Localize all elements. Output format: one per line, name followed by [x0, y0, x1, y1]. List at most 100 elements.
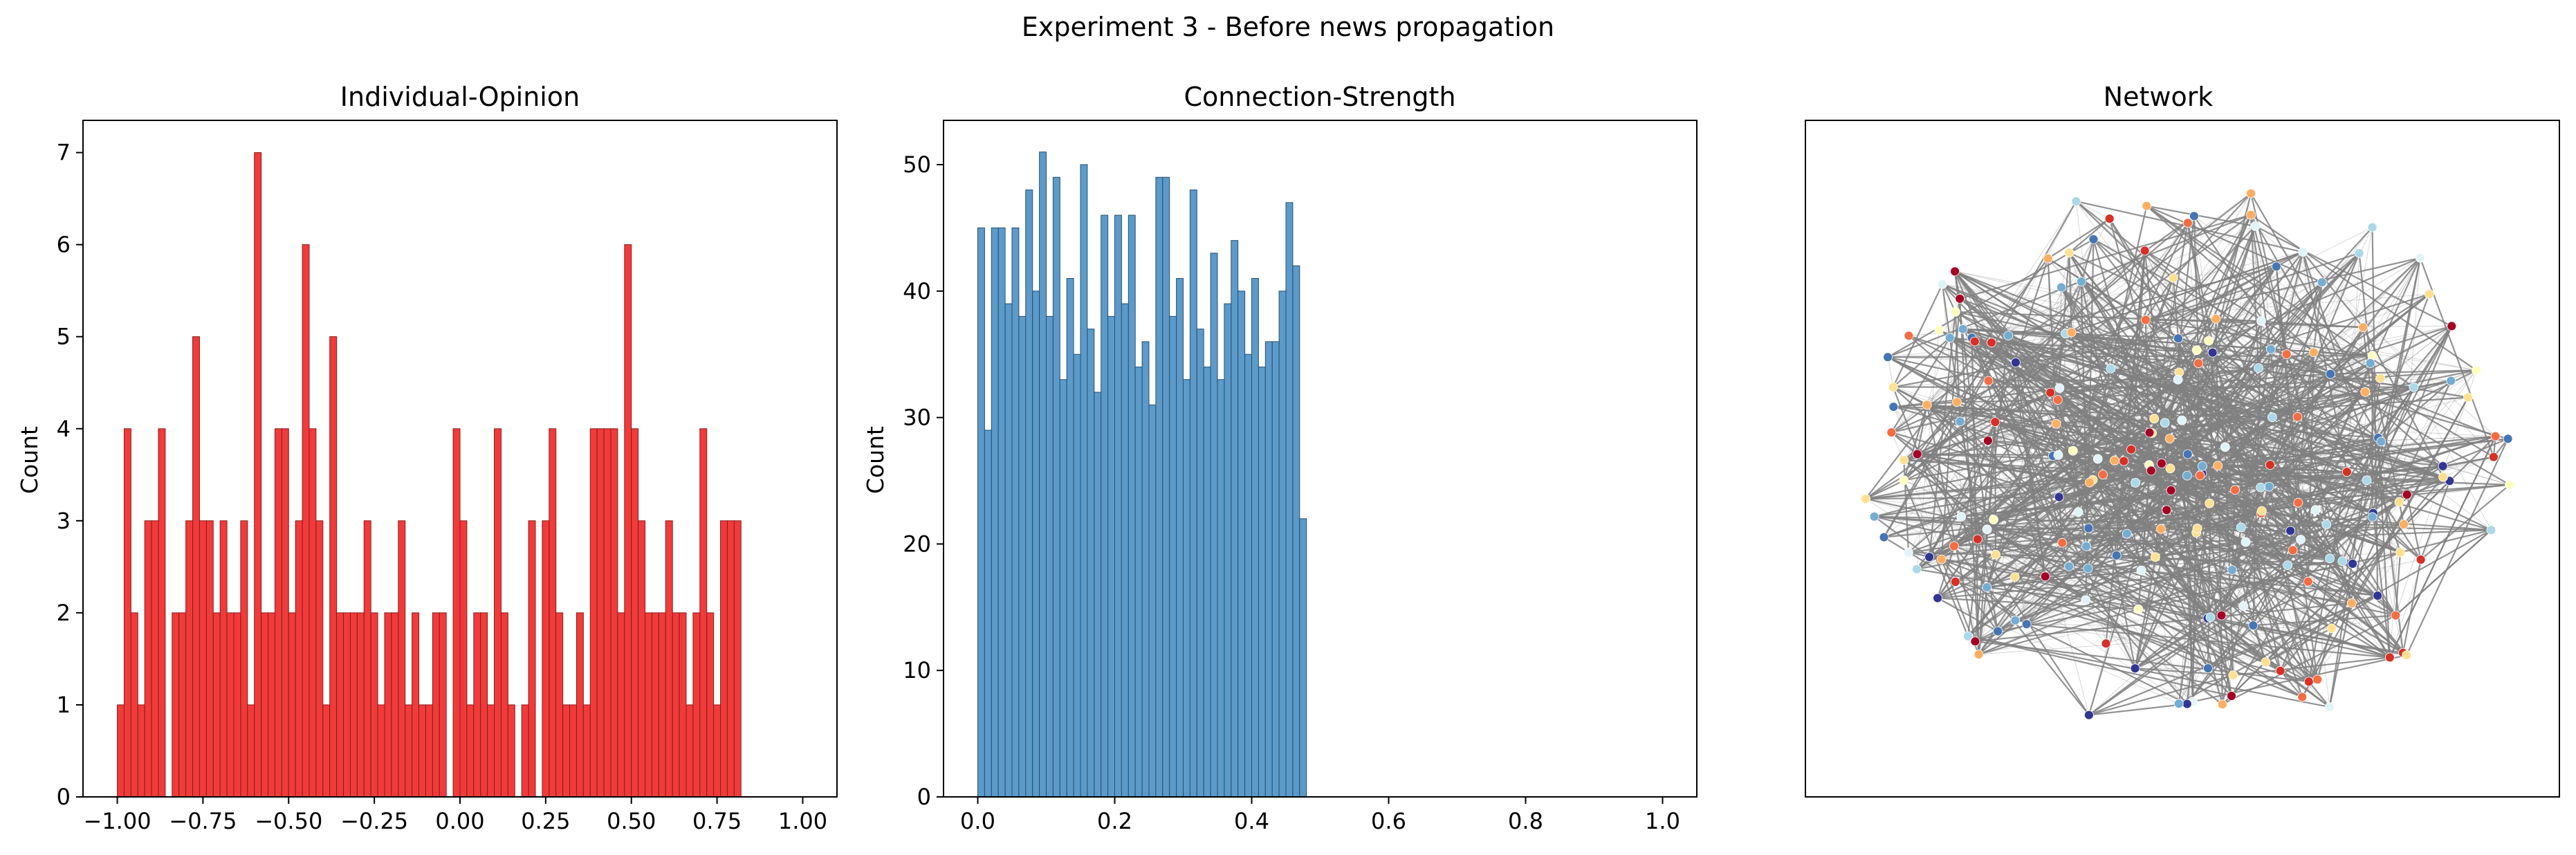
y-axis-label-opinion: Count — [16, 426, 43, 494]
network-node — [2358, 322, 2368, 333]
histogram-bar — [1141, 341, 1150, 798]
histogram-bar — [542, 520, 550, 798]
network-edge — [2058, 497, 2063, 543]
histogram-bar — [665, 520, 673, 798]
x-tick-label: 1.0 — [1645, 808, 1680, 834]
histogram-bar — [137, 704, 145, 798]
network-node — [2486, 525, 2496, 535]
network-edge — [2308, 477, 2444, 682]
network-node — [2463, 392, 2473, 403]
network-node — [2248, 620, 2258, 630]
network-edge — [2014, 437, 2379, 578]
y-tick-label: 30 — [903, 405, 931, 431]
histogram-bar — [1148, 404, 1157, 798]
network-edge — [2172, 192, 2252, 279]
network-edge — [1903, 459, 2223, 706]
histogram-bar — [500, 612, 508, 798]
network-edge — [1974, 335, 2009, 642]
network-node — [1911, 564, 1922, 574]
figure-title: Experiment 3 - Before news propagation — [1022, 12, 1554, 42]
network-edge — [2252, 369, 2477, 626]
network-edge — [1941, 558, 2027, 625]
network-node — [2399, 520, 2409, 529]
histogram-bar — [991, 227, 999, 798]
network-edge — [2057, 349, 2197, 401]
network-edge — [2145, 320, 2381, 379]
histogram-bar — [610, 428, 618, 798]
network-node — [2409, 382, 2419, 392]
network-edge — [2123, 250, 2146, 461]
histogram-bar — [692, 612, 701, 798]
y-tick-label: 0 — [917, 784, 931, 810]
network-edge — [1960, 515, 2281, 672]
network-node — [1938, 279, 1947, 289]
histogram-bar — [1155, 176, 1163, 798]
histogram-bar — [651, 612, 659, 798]
network-edge — [1884, 387, 2060, 537]
network-node — [2292, 412, 2303, 422]
network-edge — [2406, 494, 2422, 560]
y-tick-label: 4 — [57, 416, 71, 442]
network-node — [2071, 196, 2081, 206]
y-tick-label: 0 — [57, 784, 71, 810]
network-node — [1991, 549, 2000, 560]
network-edge — [2108, 218, 2331, 559]
network-edge — [2308, 472, 2348, 682]
network-edge — [1955, 311, 2199, 365]
histogram-bar — [261, 612, 269, 798]
histogram-bar — [1264, 341, 1273, 798]
network-edge — [2007, 335, 2046, 577]
network-node — [2173, 699, 2184, 709]
histogram-bar — [240, 520, 248, 798]
network-edge — [1991, 342, 2136, 669]
network-edge — [2169, 226, 2256, 469]
network-edge — [2373, 512, 2422, 560]
histogram-bar — [398, 520, 406, 798]
network-edge — [1884, 479, 2093, 538]
network-edge — [1941, 475, 2188, 560]
network-node — [2140, 246, 2150, 256]
histogram-bar — [733, 520, 742, 798]
network-node — [2384, 652, 2395, 663]
histogram-bar — [480, 612, 488, 798]
network-edge — [1949, 337, 2115, 461]
network-edge — [1916, 405, 1928, 454]
network-edge — [1987, 569, 2142, 589]
network-edge — [1942, 284, 1976, 642]
network-node — [1883, 352, 1893, 362]
network-edge — [2072, 379, 2178, 451]
histogram-bar — [1169, 315, 1177, 798]
network-edge — [2373, 513, 2401, 553]
network-node — [2130, 663, 2140, 674]
network-edge — [2155, 277, 2174, 558]
network-node — [2021, 619, 2032, 629]
network-edge — [1961, 516, 2327, 525]
network-edge — [2258, 367, 2294, 551]
histogram-bar — [226, 612, 234, 798]
network-edge — [2110, 367, 2367, 481]
network-edge — [2075, 201, 2117, 555]
histogram-bar — [706, 612, 715, 798]
network-node — [2298, 247, 2308, 257]
histogram-bar — [117, 704, 125, 798]
axes-frame-network — [1805, 120, 2560, 798]
network-node — [2195, 470, 2205, 481]
network-node — [2362, 475, 2372, 486]
network-node — [2488, 452, 2499, 462]
network-edge — [1890, 337, 1951, 433]
y-tick-label: 6 — [57, 232, 71, 258]
network-node — [2182, 218, 2193, 228]
x-tick-label: 0.6 — [1371, 808, 1406, 834]
network-edge — [2402, 559, 2422, 653]
network-node — [1904, 547, 1913, 558]
network-node — [1982, 436, 1993, 445]
histogram-bar — [1059, 379, 1067, 798]
histogram-bar — [418, 704, 426, 798]
network-edge — [1937, 538, 1978, 599]
network-edge — [2193, 215, 2422, 560]
network-node — [2230, 485, 2241, 495]
network-edge — [1975, 602, 2352, 643]
network-edge — [2196, 257, 2421, 351]
network-node — [2104, 214, 2115, 224]
network-node — [2293, 497, 2303, 508]
